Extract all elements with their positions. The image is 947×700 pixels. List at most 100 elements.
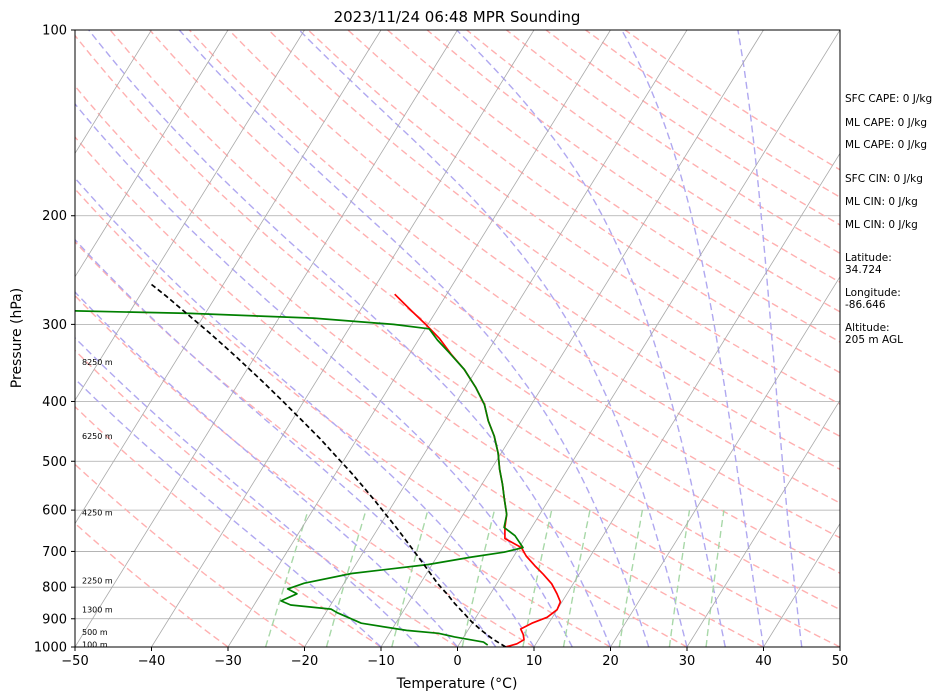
- dry-adiabat-line: [75, 187, 688, 647]
- isobar-gridlines: [75, 30, 840, 647]
- mixing-ratio-lines: [264, 509, 725, 647]
- dry-adiabat-line: [75, 136, 764, 647]
- x-tick-label: 10: [526, 654, 543, 669]
- mixing-ratio-line: [522, 509, 553, 647]
- y-tick-label: 800: [42, 581, 67, 596]
- isotherm-0: [457, 30, 840, 647]
- x-tick-label: 40: [755, 654, 772, 669]
- mixing-ratio-line: [325, 509, 367, 647]
- info-line: ML CAPE: 0 J/kg: [845, 117, 927, 129]
- height-label: 4250 m: [82, 508, 113, 517]
- info-line: Latitude:: [845, 252, 892, 264]
- isotherm-20: [610, 276, 840, 647]
- x-axis-title: Temperature (°C): [396, 676, 518, 692]
- isotherm-40: [763, 522, 840, 647]
- x-tick-label: −30: [214, 654, 241, 669]
- info-line: ML CAPE: 0 J/kg: [845, 139, 927, 151]
- mixing-ratio-line: [668, 509, 691, 647]
- y-tick-label: 1000: [34, 641, 67, 656]
- height-labels: 100 m 500 m 1300 m 2250 m 4250 m 6250 m 8250 m: [82, 358, 113, 649]
- moist-adiabat-line: [75, 102, 573, 647]
- moist-adiabat-line: [178, 30, 650, 647]
- moist-adiabat-line: [75, 238, 497, 647]
- info-line: -86.646: [845, 299, 886, 311]
- info-line: 205 m AGL: [845, 334, 903, 346]
- height-label: 100 m: [82, 640, 108, 649]
- isotherm--10: [380, 30, 764, 647]
- sounding-info-panel: SFC CAPE: 0 J/kg ML CAPE: 0 J/kg ML CAPE: …: [845, 93, 932, 346]
- dry-adiabat-line: [149, 30, 840, 539]
- x-axis-ticks: −50 −40 −30 −20 −10 0 10 20 30 40 50: [61, 647, 848, 669]
- moist-adiabat-line: [621, 30, 765, 647]
- moist-adiabat-line: [456, 30, 726, 647]
- mixing-ratio-line: [461, 509, 496, 647]
- height-label: 8250 m: [82, 358, 113, 367]
- y-tick-label: 400: [42, 395, 67, 410]
- isotherm-10: [533, 152, 840, 647]
- y-tick-label: 300: [42, 318, 67, 333]
- isotherm--60: [75, 30, 382, 525]
- x-tick-label: 0: [453, 654, 461, 669]
- moist-adiabat-line: [298, 30, 688, 647]
- y-tick-label: 500: [42, 455, 67, 470]
- y-axis-title: Pressure (hPa): [9, 288, 25, 388]
- mixing-ratio-line: [264, 509, 309, 647]
- isotherm--50: [75, 30, 458, 647]
- dry-adiabat-line: [268, 30, 840, 438]
- info-line: Altitude:: [845, 322, 890, 334]
- dry-adiabat-line: [75, 405, 382, 647]
- x-tick-label: −10: [367, 654, 394, 669]
- x-tick-label: 30: [679, 654, 696, 669]
- moist-adiabat-lines: [75, 30, 803, 647]
- info-line: Longitude:: [845, 287, 901, 299]
- dry-adiabat-line: [75, 84, 840, 647]
- height-label: 6250 m: [82, 432, 113, 441]
- moist-adiabat-line: [88, 30, 612, 647]
- dry-adiabat-line: [387, 30, 840, 343]
- moist-adiabat-line: [75, 336, 420, 647]
- info-line: SFC CIN: 0 J/kg: [845, 173, 923, 185]
- x-tick-label: 50: [832, 654, 849, 669]
- y-tick-label: 100: [42, 24, 67, 39]
- parcel-line: [150, 283, 507, 647]
- info-line: ML CIN: 0 J/kg: [845, 219, 918, 231]
- temperature-line: [394, 293, 562, 647]
- y-tick-label: 900: [42, 612, 67, 627]
- y-tick-label: 200: [42, 209, 67, 224]
- dry-adiabat-line: [307, 30, 840, 405]
- dry-adiabat-line: [75, 522, 229, 647]
- dry-adiabat-line: [228, 30, 840, 471]
- isotherm--80: [75, 30, 229, 278]
- dry-adiabat-lines: [75, 30, 840, 647]
- height-label: 500 m: [82, 628, 108, 637]
- isotherm--90: [75, 30, 152, 155]
- dry-adiabat-line: [75, 294, 535, 647]
- y-axis-ticks: 1000 900 800 700 600 500 400 300 200 100: [34, 24, 75, 656]
- moist-adiabat-line: [75, 377, 382, 647]
- mixing-ratio-line: [618, 509, 644, 647]
- info-line: SFC CAPE: 0 J/kg: [845, 93, 932, 105]
- x-tick-label: 20: [602, 654, 619, 669]
- isotherm--40: [151, 30, 535, 647]
- y-tick-label: 600: [42, 504, 67, 519]
- moist-adiabat-line: [737, 30, 803, 647]
- x-tick-label: −50: [61, 654, 88, 669]
- height-label: 2250 m: [82, 576, 113, 585]
- info-line: 34.724: [845, 264, 882, 276]
- mixing-ratio-line: [705, 510, 725, 647]
- moist-adiabat-line: [75, 177, 535, 647]
- info-line: ML CIN: 0 J/kg: [845, 196, 918, 208]
- dewpoint-line: [75, 310, 524, 646]
- dry-adiabat-line: [75, 349, 458, 647]
- dry-adiabat-line: [109, 30, 840, 574]
- x-tick-label: −20: [291, 654, 318, 669]
- chart-title: 2023/11/24 06:48 MPR Sounding: [334, 8, 581, 26]
- height-label: 1300 m: [82, 606, 113, 615]
- y-tick-label: 700: [42, 545, 67, 560]
- dry-adiabat-line: [75, 34, 840, 611]
- isotherm-30: [686, 399, 840, 647]
- dry-adiabat-line: [347, 30, 840, 374]
- moist-adiabat-line: [75, 291, 459, 647]
- mixing-ratio-line: [562, 509, 591, 647]
